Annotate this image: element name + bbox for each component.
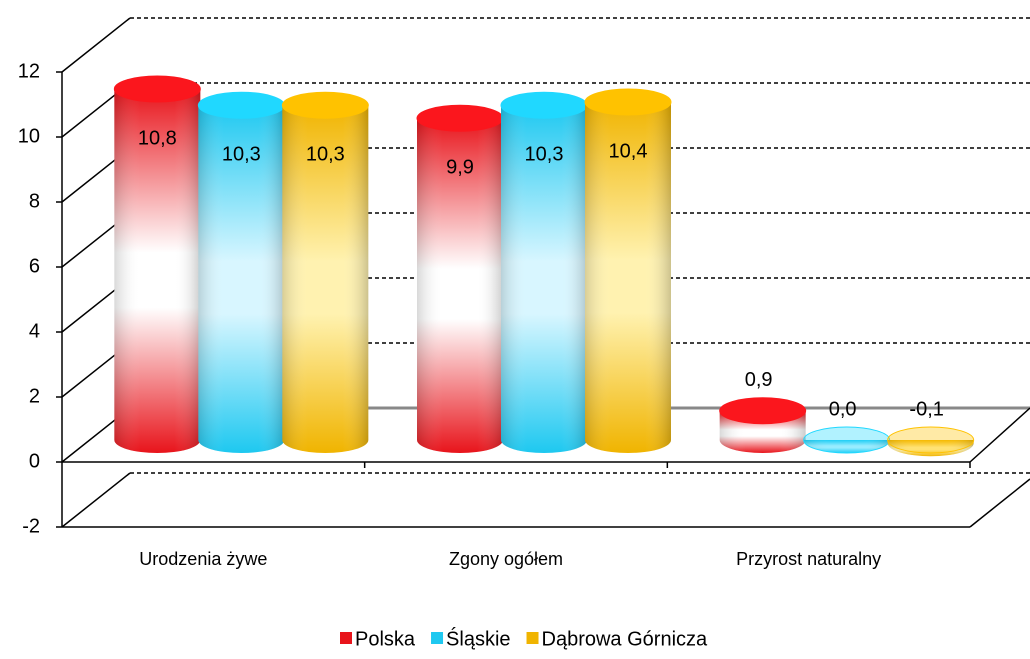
bar-top (719, 397, 807, 425)
data-label: 10,4 (609, 140, 648, 162)
y-tick-label: 0 (29, 450, 40, 472)
data-label: 10,3 (222, 144, 261, 166)
bar-top (281, 91, 369, 119)
y-tick-label: 2 (29, 385, 40, 407)
legend-label: Dąbrowa Górnicza (542, 628, 709, 650)
bar-shade (585, 102, 671, 453)
y-tick-label: 8 (29, 190, 40, 212)
bar-shade (114, 89, 201, 453)
grid-line (61, 472, 131, 528)
x-tick-label: Przyrost naturalny (736, 549, 881, 569)
bar-top (803, 426, 891, 454)
legend-swatch (431, 632, 444, 644)
data-label: 0,0 (829, 398, 857, 420)
bar-shade (198, 105, 285, 453)
axis-line (969, 407, 1030, 463)
bar-top (197, 91, 285, 119)
legend-label: Polska (355, 628, 416, 650)
x-tick-label: Urodzenia żywe (139, 549, 267, 569)
bar-shade (501, 105, 587, 453)
bar-shade (417, 118, 503, 453)
data-label: 9,9 (446, 157, 474, 179)
y-tick-label: -2 (22, 515, 40, 537)
y-tick-label: 12 (18, 60, 40, 82)
y-tick-label: 4 (29, 320, 40, 342)
bar-top (113, 75, 201, 103)
bar-top (584, 88, 672, 116)
y-tick-label: 6 (29, 255, 40, 277)
data-label: 10,3 (306, 144, 345, 166)
bar-shade (282, 105, 369, 453)
x-tick-label: Zgony ogółem (449, 549, 563, 569)
legend-label: Śląskie (446, 626, 510, 650)
y-tick-label: 10 (18, 125, 40, 147)
bar-top (500, 91, 588, 119)
legend-swatch (526, 632, 539, 644)
data-label: 0,9 (745, 369, 773, 391)
data-label: -0,1 (909, 398, 943, 420)
bar-top (416, 104, 504, 132)
axis-line (969, 478, 1030, 528)
legend-swatch (340, 632, 352, 644)
data-label: 10,8 (138, 127, 177, 149)
bar-top (887, 426, 975, 454)
grid-line (61, 17, 131, 73)
data-label: 10,3 (525, 144, 564, 166)
